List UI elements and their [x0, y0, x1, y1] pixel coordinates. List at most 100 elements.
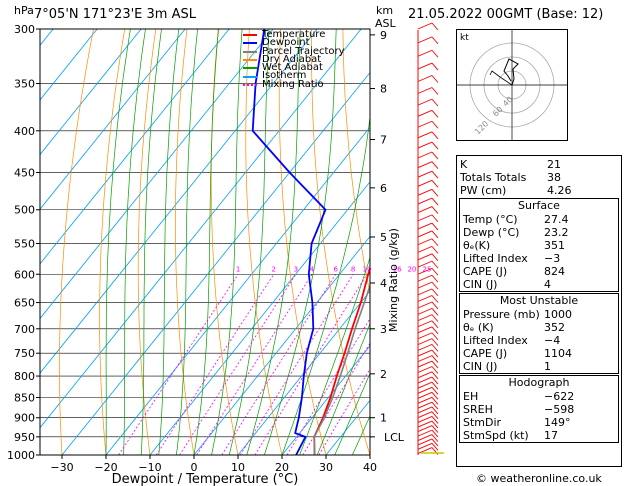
- wind-barb: [417, 238, 439, 247]
- pressure-tick-label: 350: [14, 78, 35, 91]
- wind-barb-shaft: [417, 197, 433, 205]
- dry-adiabat-line: [59, 29, 94, 455]
- pressure-tick-label: 750: [14, 347, 35, 360]
- index-row-pw: PW (cm) 4.26: [460, 184, 572, 197]
- wind-barb: [417, 429, 439, 438]
- wind-barb-flag: [431, 392, 439, 400]
- surface-row: θₑ(K) 351: [463, 239, 565, 252]
- wind-barb-shaft: [417, 179, 433, 187]
- wind-barb-shaft: [417, 161, 433, 169]
- wind-barb-flag: [431, 87, 439, 95]
- wind-barb-shaft: [417, 87, 433, 94]
- wind-barb: [417, 197, 439, 206]
- wind-barb-shaft: [417, 338, 433, 346]
- legend-label: Mixing Ratio: [262, 78, 324, 90]
- dry-adiabat-line: [342, 29, 370, 295]
- legend-label: Parcel Trajectory: [262, 45, 345, 57]
- km-tick-label: 6: [380, 182, 387, 195]
- wind-barb-flag: [431, 288, 439, 297]
- wind-barb: [417, 109, 439, 118]
- legend-swatch: [243, 83, 257, 86]
- wind-barb-flag: [431, 246, 439, 254]
- isotherm-line: [61, 71, 370, 455]
- surface-row: CIN (J) 4: [463, 278, 551, 291]
- wind-barb: [417, 442, 439, 451]
- wind-barb-shaft: [417, 109, 433, 117]
- wind-barb-flag: [431, 438, 439, 447]
- wind-barb-flag: [431, 214, 439, 223]
- temperature-tick-label: −10: [138, 461, 161, 474]
- wind-barb-shaft: [417, 415, 433, 423]
- surface-title: Surface: [518, 199, 560, 212]
- km-tick-label: 2: [380, 368, 387, 381]
- most-unstable-row: Lifted Index −4: [463, 334, 561, 347]
- surface-section: Surface Temp (°C) 27.4 Dewp (°C) 23.2 θₑ(K…: [459, 198, 619, 292]
- mixing-ratio-line: [179, 274, 297, 455]
- mixing-ratio-label: 6: [333, 265, 338, 273]
- wind-barb-shaft: [417, 274, 433, 282]
- lcl-label: LCL: [384, 431, 405, 444]
- pressure-tick-label: 450: [14, 166, 35, 179]
- wind-barb-shaft: [417, 98, 433, 106]
- wind-barb-shaft: [417, 62, 433, 70]
- mixing-ratio-label: 25: [423, 265, 432, 273]
- wind-barb-flag: [431, 401, 439, 410]
- wind-barb-flag: [431, 75, 439, 83]
- wind-barb-shaft: [417, 151, 433, 159]
- wind-barb-flag: [431, 411, 439, 420]
- wet-adiabat-line: [264, 29, 337, 455]
- wind-barb-flag: [431, 338, 439, 346]
- wind-barb-flag: [431, 238, 439, 247]
- hodograph-title: Hodograph: [508, 376, 570, 389]
- wind-barb: [417, 301, 439, 310]
- index-row-totals: Totals Totals 38: [460, 171, 561, 184]
- wet-adiabat-line: [228, 29, 270, 455]
- wind-barb: [417, 288, 439, 297]
- wind-barb: [417, 151, 439, 160]
- pressure-tick-label: 950: [14, 431, 35, 444]
- wind-barb-shaft: [417, 386, 433, 394]
- wind-barb-shaft: [417, 349, 433, 357]
- wind-barb-flag: [431, 381, 439, 390]
- wind-barb: [417, 49, 439, 58]
- wind-barb-shaft: [417, 332, 433, 340]
- wet-adiabat-line: [316, 322, 370, 455]
- pressure-tick-label: 650: [14, 297, 35, 310]
- wind-barb-shaft: [417, 343, 433, 351]
- wind-barb-shaft: [417, 314, 433, 322]
- wind-barb: [417, 434, 439, 442]
- dry-adiabat-line: [624, 29, 629, 455]
- pressure-tick-label: 500: [14, 204, 35, 217]
- wind-barb-flag: [431, 120, 439, 129]
- wet-adiabat-line: [176, 29, 198, 455]
- km-tick-label: 3: [380, 323, 387, 336]
- dry-adiabat-line: [311, 29, 370, 455]
- wind-barb: [417, 206, 439, 214]
- legend-item: Dry Adiabat: [243, 54, 345, 65]
- surface-row: Dewp (°C) 23.2: [463, 226, 569, 239]
- wind-barb-flag: [431, 355, 439, 363]
- isotherm-line: [281, 345, 370, 455]
- legend-swatch: [243, 67, 257, 70]
- wet-adiabat-line: [281, 113, 370, 455]
- parcel-trajectory-line: [313, 283, 370, 455]
- wind-barb: [417, 75, 439, 83]
- most-unstable-row: CAPE (J) 1104: [463, 347, 572, 360]
- wind-barb-flag: [431, 320, 439, 329]
- temperature-tick-label: 40: [363, 461, 377, 474]
- pressure-tick-label: 800: [14, 370, 35, 383]
- wind-barb-flag: [431, 98, 439, 107]
- wind-barb: [417, 179, 439, 188]
- wind-barb: [417, 87, 439, 95]
- mixing-ratio-label: 10: [363, 265, 372, 273]
- legend-swatch: [243, 42, 257, 45]
- wind-barb: [417, 338, 439, 346]
- location-label: 7°05'N 171°23'E 3m ASL: [34, 7, 196, 22]
- wind-barb-shaft: [417, 222, 433, 230]
- pressure-tick-label: 700: [14, 323, 35, 336]
- asl-label: ASL: [375, 17, 396, 30]
- datetime-label: 21.05.2022 00GMT (Base: 12): [408, 7, 604, 22]
- legend-item: Mixing Ratio: [243, 78, 345, 90]
- isotherm-line: [40, 29, 142, 156]
- copyright-label[interactable]: © weatheronline.co.uk: [476, 472, 602, 485]
